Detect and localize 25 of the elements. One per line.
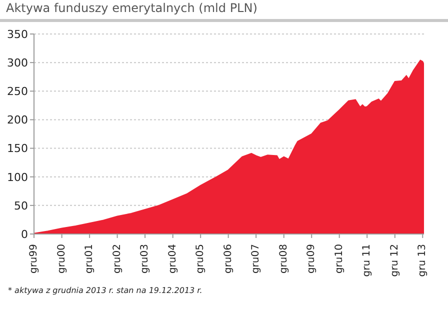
x-tick-label: gru 11 — [362, 244, 373, 277]
x-tick-label: gru09 — [306, 244, 318, 274]
x-tick-label: gru03 — [140, 244, 151, 274]
y-tick-label: 200 — [7, 114, 28, 127]
x-tick-label: gru10 — [334, 244, 345, 274]
x-tick-label: gru07 — [250, 244, 262, 274]
x-tick-label: gru 12 — [389, 244, 400, 277]
y-tick-label: 300 — [7, 56, 28, 70]
text: * aktywa z grudnia 2013 r. stan na 19.12.2013 r. — [8, 286, 204, 295]
y-tick-label: 250 — [7, 85, 28, 98]
y-tick-label: 0 — [21, 228, 28, 241]
x-tick-label: gru02 — [112, 244, 123, 274]
x-tick-label: gru08 — [278, 244, 290, 274]
y-tick-label: 350 — [7, 28, 28, 41]
x-tick-label: gru04 — [167, 244, 178, 274]
x-tick-label: gru01 — [84, 244, 96, 274]
x-tick-label: gru00 — [56, 244, 68, 274]
y-tick-label: 150 — [7, 142, 28, 156]
y-tick-label: 100 — [7, 170, 28, 184]
x-tick-label: gru 13 — [417, 244, 428, 277]
y-tick-label: 50 — [14, 199, 28, 212]
chart-title: Aktywa funduszy emerytalnych (mld PLN) — [0, 0, 448, 22]
x-tick-label: gru99 — [28, 244, 40, 274]
x-tick-label: gru05 — [195, 244, 206, 274]
x-tick-label: gru06 — [222, 244, 234, 274]
